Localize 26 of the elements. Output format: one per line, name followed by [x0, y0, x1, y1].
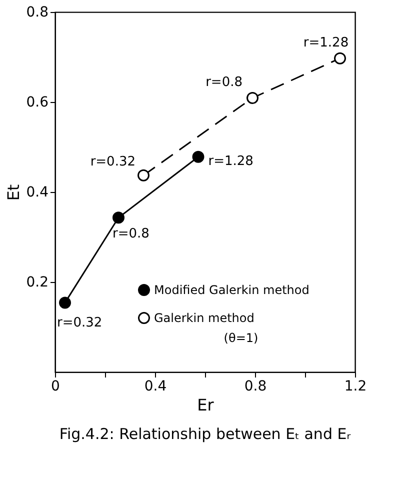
y-tick-label: 0.2 [26, 274, 48, 290]
annotation: r=1.28 [208, 154, 254, 169]
legend-label: Modified Galerkin method [154, 283, 310, 297]
x-tick-label: 0.4 [144, 378, 167, 394]
y-tick-label: 0.8 [26, 4, 48, 20]
point [112, 212, 124, 224]
point [334, 52, 346, 64]
caption: Fig.4.2: Relationship between Eₜ and Eᵣ [59, 425, 351, 443]
annotation: r=0.8 [206, 74, 242, 90]
annotation: r=0.32 [90, 154, 136, 170]
point [192, 150, 204, 163]
x-tick-label: 1.2 [344, 378, 367, 394]
point [138, 169, 150, 182]
x-tick-label: 0 [51, 378, 60, 394]
point [246, 92, 258, 104]
y-tick-label: 0.4 [26, 184, 49, 200]
point [59, 296, 71, 309]
y-axis-title: Et [4, 184, 24, 201]
x-tick-label: 0.8 [244, 378, 267, 394]
annotation: r=1.28 [303, 35, 349, 50]
annotation: (θ=1) [224, 330, 258, 345]
legend-label: Galerkin method [154, 311, 254, 325]
y-tick-label: 0.6 [26, 94, 49, 110]
x-axis-title: Er [197, 396, 214, 414]
annotation: r=0.8 [112, 226, 150, 242]
annotation: r=0.32 [57, 316, 102, 331]
